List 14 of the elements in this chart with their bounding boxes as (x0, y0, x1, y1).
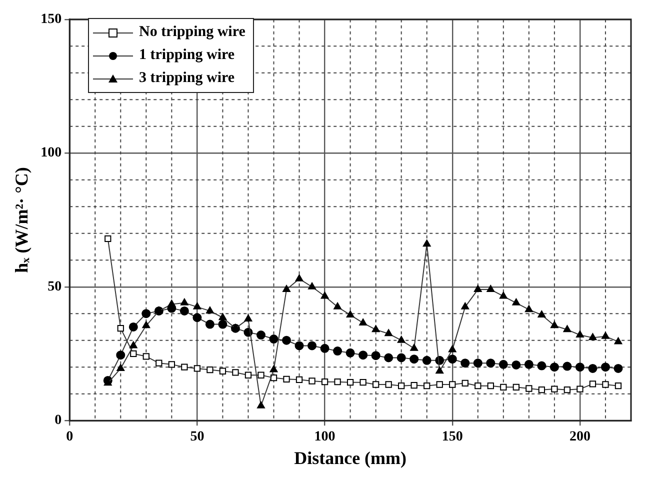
x-tick-label: 100 (314, 430, 336, 445)
y-tick-label: 50 (48, 279, 62, 294)
x-tick-label: 0 (66, 430, 74, 445)
y-tick-label: 0 (54, 413, 62, 428)
y-tick-label: 150 (40, 12, 62, 28)
x-axis-title: Distance (mm) (294, 448, 407, 468)
legend-label: No tripping wire (139, 24, 246, 41)
y-axis-title: hₓ (W/m²· °C) (11, 167, 32, 273)
x-tick-label: 50 (190, 430, 204, 445)
y-tick-label: 100 (40, 146, 62, 161)
legend-label: 3 tripping wire (139, 70, 235, 87)
legend-label: 1 tripping wire (139, 47, 235, 64)
x-tick-label: 200 (569, 430, 590, 445)
x-tick-label: 150 (442, 430, 463, 445)
